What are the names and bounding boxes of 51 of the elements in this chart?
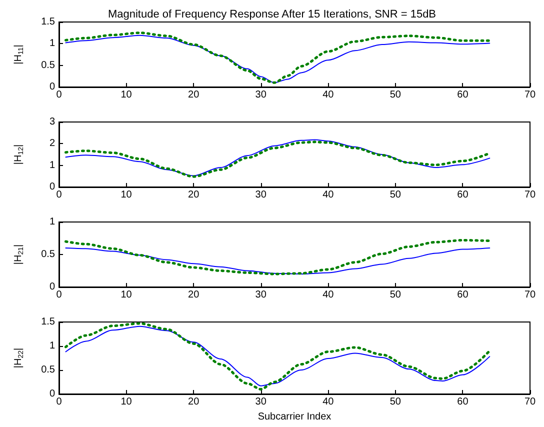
x-tick-label: 40	[322, 190, 334, 200]
x-axis-title: Subcarrier Index	[258, 412, 332, 422]
x-tick-label: 30	[255, 90, 267, 100]
x-tick-label: 60	[457, 290, 469, 300]
x-tick-label: 50	[390, 90, 402, 100]
x-tick-label: 30	[255, 396, 267, 408]
x-tick-label: 70	[524, 90, 536, 100]
chart-title: Magnitude of Frequency Response After 15 Iterations, SNR = 15dB	[108, 8, 436, 20]
y-tick-label: 0	[49, 282, 56, 292]
x-tick-label: 40	[322, 290, 334, 300]
x-tick-label: 70	[524, 190, 536, 200]
x-tick-label: 60	[457, 90, 469, 100]
x-tick-label: 60	[457, 190, 469, 200]
x-tick-label: 20	[188, 290, 200, 300]
y-tick-label: 0	[49, 388, 56, 400]
x-tick-label: 50	[390, 396, 402, 408]
y-tick-label: 0.5	[41, 60, 56, 71]
y-tick-label: 3	[49, 116, 56, 128]
x-tick-label: 0	[56, 190, 62, 200]
x-tick-label: 40	[322, 90, 334, 100]
y-tick-label: 1	[49, 38, 56, 50]
y-tick-label: 0	[49, 82, 56, 92]
x-tick-label: 10	[120, 290, 132, 300]
x-tick-label: 0	[56, 90, 62, 100]
x-tick-label: 10	[120, 396, 132, 408]
line-series	[64, 238, 491, 276]
line-series	[65, 248, 490, 274]
y-tick-label: 1.5	[41, 16, 56, 28]
x-tick-label: 20	[188, 190, 200, 200]
x-tick-label: 30	[255, 190, 267, 200]
x-tick-label: 10	[120, 90, 132, 100]
x-tick-label: 40	[322, 396, 334, 408]
x-tick-label: 0	[56, 396, 62, 408]
x-tick-label: 0	[56, 290, 62, 300]
y-tick-label: 1	[49, 216, 56, 228]
x-tick-label: 20	[188, 90, 200, 100]
y-tick-label: 1	[49, 160, 56, 171]
x-tick-label: 70	[524, 396, 536, 408]
x-tick-label: 50	[390, 290, 402, 300]
y-tick-label: 1.5	[41, 316, 56, 328]
x-tick-label: 70	[524, 290, 536, 300]
y-tick-label: 0.5	[41, 249, 56, 260]
y-tick-label: 2	[49, 138, 56, 150]
y-tick-label: 1	[49, 340, 56, 352]
x-tick-label: 10	[120, 190, 132, 200]
y-tick-label: 0.5	[41, 364, 56, 376]
x-tick-label: 50	[390, 190, 402, 200]
y-tick-label: 0	[49, 182, 56, 192]
x-tick-label: 60	[457, 396, 469, 408]
x-tick-label: 20	[188, 396, 200, 408]
x-tick-label: 30	[255, 290, 267, 300]
